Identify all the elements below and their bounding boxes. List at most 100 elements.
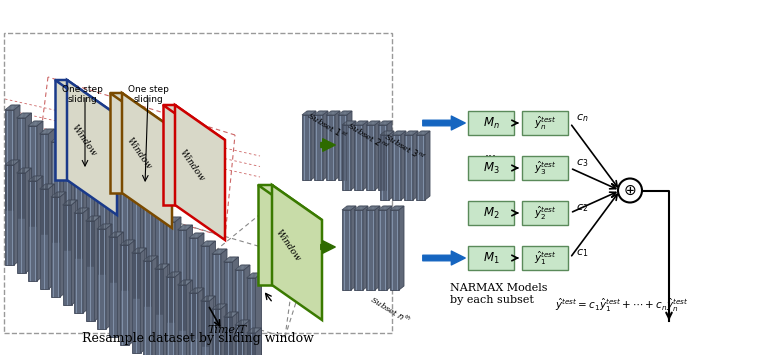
Polygon shape [366,121,380,125]
Text: One step
sliding: One step sliding [127,85,168,104]
Polygon shape [351,206,356,290]
Polygon shape [14,160,20,265]
Text: $\hat{y}^{test} = c_1\hat{y}_1^{test} + \cdots + c_n\hat{y}_n^{test}$: $\hat{y}^{test} = c_1\hat{y}_1^{test} + … [555,297,688,314]
Polygon shape [177,285,187,355]
Polygon shape [272,185,322,320]
Circle shape [618,179,642,202]
Polygon shape [120,245,129,345]
Polygon shape [187,280,193,355]
Polygon shape [131,248,147,253]
Polygon shape [85,166,94,266]
Polygon shape [129,240,135,345]
Text: $\hat{y}_2^{test}$: $\hat{y}_2^{test}$ [534,204,556,222]
Polygon shape [200,301,210,355]
Polygon shape [55,80,117,115]
Polygon shape [120,185,135,190]
Polygon shape [189,238,198,338]
Polygon shape [247,328,261,333]
Polygon shape [74,213,83,313]
Polygon shape [166,277,175,355]
Polygon shape [131,253,141,353]
Polygon shape [314,111,328,115]
Polygon shape [210,241,216,346]
Polygon shape [200,296,216,301]
Polygon shape [342,125,351,190]
Polygon shape [212,309,221,355]
Polygon shape [375,206,380,290]
Text: $\hat{y}_3^{test}$: $\hat{y}_3^{test}$ [534,159,556,177]
Polygon shape [25,168,31,273]
Polygon shape [39,189,48,289]
FancyBboxPatch shape [522,246,568,270]
Polygon shape [5,110,14,210]
Text: Subset $3^{rd}$: Subset $3^{rd}$ [382,129,427,164]
Polygon shape [110,93,122,193]
Polygon shape [256,273,261,355]
Text: Window: Window [178,148,207,183]
Polygon shape [354,125,363,190]
Polygon shape [37,121,43,226]
Polygon shape [166,272,181,277]
FancyBboxPatch shape [468,111,514,135]
Polygon shape [326,115,335,180]
Polygon shape [51,197,60,297]
Text: $M_n$: $M_n$ [482,115,499,131]
Polygon shape [256,328,261,355]
Polygon shape [16,168,31,173]
Polygon shape [177,230,187,330]
Polygon shape [28,176,43,181]
Text: $\hat{y}_n^{test}$: $\hat{y}_n^{test}$ [534,114,556,132]
Polygon shape [120,240,135,245]
Polygon shape [25,113,31,218]
Polygon shape [55,80,67,180]
Polygon shape [425,131,430,200]
Polygon shape [244,320,250,355]
Polygon shape [74,208,89,213]
Polygon shape [154,264,170,269]
Polygon shape [302,115,311,180]
Polygon shape [389,131,394,200]
Polygon shape [74,158,83,258]
Polygon shape [387,121,392,190]
Polygon shape [51,192,66,197]
Polygon shape [212,304,227,309]
Text: Subset $2^{nd}$: Subset $2^{nd}$ [345,118,391,153]
Polygon shape [62,150,71,250]
Polygon shape [235,325,244,355]
Polygon shape [71,200,78,305]
Polygon shape [154,269,164,355]
Polygon shape [83,208,89,313]
Polygon shape [200,241,216,246]
Polygon shape [175,105,225,240]
Polygon shape [235,270,244,355]
Polygon shape [48,184,55,289]
Polygon shape [177,225,193,230]
Polygon shape [363,121,368,190]
Polygon shape [399,206,404,290]
Polygon shape [189,293,198,355]
Polygon shape [378,121,392,125]
Polygon shape [74,153,89,158]
Polygon shape [380,135,389,200]
Polygon shape [120,190,129,290]
Polygon shape [94,216,101,321]
Polygon shape [71,145,78,250]
Polygon shape [164,209,170,314]
Polygon shape [366,125,375,190]
Polygon shape [223,312,239,317]
Polygon shape [16,173,25,273]
Polygon shape [189,233,204,238]
Polygon shape [94,161,101,266]
Polygon shape [85,221,94,321]
Polygon shape [97,224,112,229]
Text: One step
sliding: One step sliding [61,85,102,104]
Text: Subset $1^{st}$: Subset $1^{st}$ [305,108,349,142]
Polygon shape [342,210,351,290]
Polygon shape [62,205,71,305]
Polygon shape [108,182,118,282]
Polygon shape [380,131,394,135]
Polygon shape [110,93,172,128]
Polygon shape [67,80,117,215]
Polygon shape [247,333,256,355]
Polygon shape [302,111,316,115]
